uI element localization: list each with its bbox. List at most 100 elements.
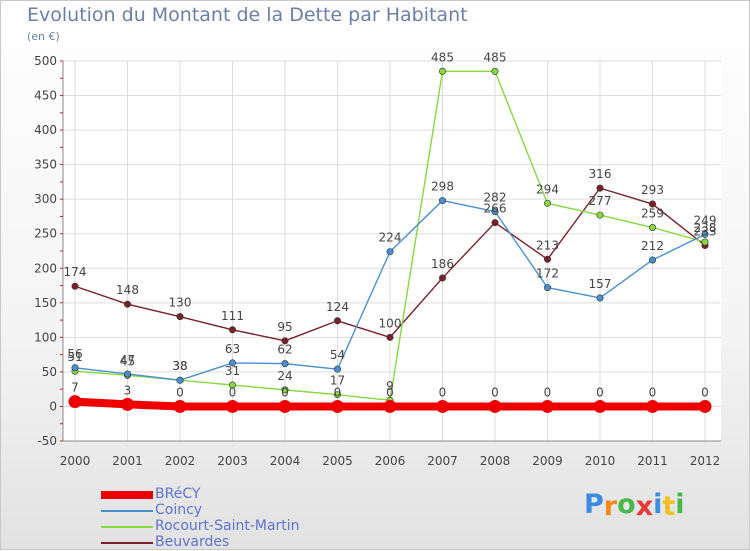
data-label: 47 (120, 353, 135, 367)
legend-label: Beuvardes (155, 534, 230, 550)
data-point (386, 333, 394, 341)
x-tick-label: 2006 (375, 454, 406, 468)
data-label: 224 (379, 231, 402, 245)
y-tick-label: 400 (34, 123, 57, 137)
data-label: 259 (641, 207, 664, 221)
data-label: 38 (172, 359, 187, 373)
data-label: 54 (330, 348, 345, 362)
data-point (229, 326, 237, 334)
data-label: 485 (484, 50, 507, 64)
data-point (438, 197, 446, 205)
data-label: 298 (431, 180, 454, 194)
data-point (331, 399, 344, 413)
data-point (226, 399, 239, 413)
logo-letter: t (662, 491, 676, 522)
x-tick-label: 2012 (690, 454, 721, 468)
data-label: 56 (67, 347, 82, 361)
data-label: 238 (694, 221, 717, 235)
data-point (543, 255, 551, 263)
data-label: 38 (172, 359, 187, 373)
legend-swatch (101, 510, 153, 512)
data-label: 249 (694, 213, 717, 227)
x-tick-label: 2003 (217, 454, 248, 468)
chart-unit-label: (en €) (27, 30, 60, 43)
logo-letter: o (617, 489, 636, 520)
x-tick-label: 2009 (532, 454, 563, 468)
data-point (648, 256, 656, 264)
y-tick-label: 100 (34, 330, 57, 344)
data-point (281, 386, 289, 394)
data-label: 7 (71, 381, 79, 395)
data-point (333, 317, 341, 325)
data-label: 0 (281, 385, 289, 399)
data-label: 0 (544, 385, 552, 399)
legend-swatch (101, 526, 153, 528)
data-point (278, 399, 292, 413)
data-label: 277 (589, 194, 612, 208)
data-label: 0 (439, 385, 447, 399)
x-tick-label: 2001 (112, 454, 143, 468)
data-point (176, 313, 184, 321)
data-label: 485 (431, 50, 454, 64)
data-point (648, 200, 656, 208)
y-tick-label: 0 (49, 399, 57, 413)
data-point (543, 199, 551, 207)
y-tick-label: 450 (34, 89, 57, 103)
data-label: 0 (334, 385, 342, 399)
data-point (383, 399, 397, 413)
data-label: 213 (536, 238, 559, 252)
data-label: 124 (326, 300, 349, 314)
logo-letter: P (584, 489, 604, 520)
data-point (436, 399, 449, 413)
data-label: 24 (277, 369, 292, 383)
data-point (176, 376, 184, 384)
data-point (541, 399, 554, 413)
data-point (173, 399, 187, 413)
data-point (698, 399, 712, 413)
data-label: 111 (221, 309, 244, 323)
data-point (701, 238, 709, 246)
data-label: 0 (229, 385, 237, 399)
data-label: 0 (596, 385, 604, 399)
data-point (646, 399, 659, 413)
data-label: 212 (641, 239, 664, 253)
data-label: 266 (484, 202, 507, 216)
data-label: 95 (277, 320, 292, 334)
data-point (596, 184, 604, 192)
data-point (596, 294, 604, 302)
x-tick-label: 2002 (165, 454, 196, 468)
y-tick-label: 200 (34, 261, 57, 275)
legend-swatch (101, 542, 153, 544)
data-point (386, 248, 394, 256)
y-tick-label: 500 (34, 54, 57, 68)
y-tick-label: 300 (34, 192, 57, 206)
data-label: 0 (649, 385, 657, 399)
logo-letter: i (653, 489, 663, 520)
data-label: 63 (225, 342, 240, 356)
proxiti-logo: Proxiti (584, 489, 685, 522)
data-label: 0 (701, 385, 709, 399)
data-point (333, 391, 341, 399)
data-label: 157 (589, 277, 612, 291)
data-point (71, 364, 79, 372)
data-label: 51 (67, 350, 82, 364)
x-tick-label: 2007 (427, 454, 458, 468)
data-label: 174 (64, 265, 87, 279)
grid-layer (63, 60, 721, 442)
chart-title: Evolution du Montant de la Dette par Hab… (27, 4, 468, 26)
data-label: 172 (536, 267, 559, 281)
data-label: 0 (386, 385, 394, 399)
data-label: 186 (431, 257, 454, 271)
logo-letter: x (635, 491, 654, 522)
data-point (438, 67, 446, 75)
data-point (333, 365, 341, 373)
data-label-layer: 7 3 0 0 0 0 0 0 0 0 0 0 0 56 47 38 63 62 54 224 298 282 172 157… (64, 50, 717, 399)
data-point (68, 395, 82, 409)
data-point (229, 381, 237, 389)
data-point (543, 284, 551, 292)
logo-letter: i (675, 489, 685, 520)
data-point (71, 282, 79, 290)
